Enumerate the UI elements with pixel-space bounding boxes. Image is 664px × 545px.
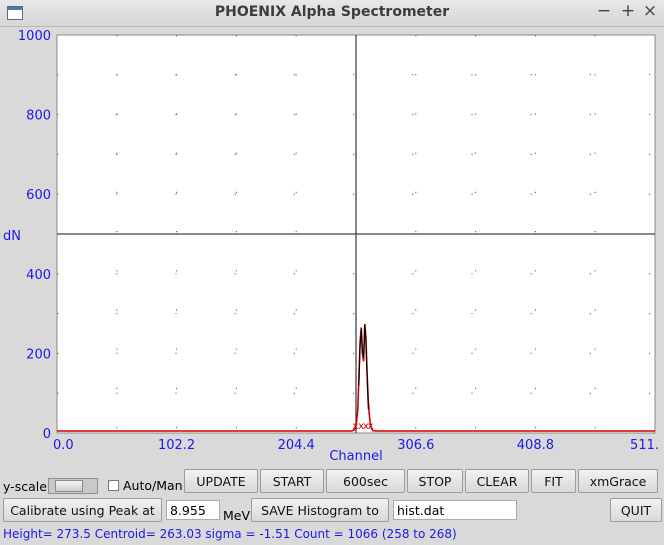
x-tick-label: 511.	[630, 438, 659, 453]
timed-run-button[interactable]: 600sec	[326, 469, 405, 493]
y-tick-label: 1000	[18, 29, 51, 44]
x-axis-label: Channel	[329, 449, 382, 464]
peak-energy-input[interactable]	[166, 500, 220, 520]
y-tick-label: 600	[26, 188, 51, 203]
x-tick-label: 306.6	[397, 438, 434, 453]
quit-button[interactable]: QUIT	[610, 498, 662, 522]
xmgrace-button[interactable]: xmGrace	[578, 469, 658, 493]
close-icon[interactable]: ×	[642, 1, 658, 21]
yscale-label: y-scale	[3, 479, 47, 494]
fit-status-line: Height= 273.5 Centroid= 263.03 sigma = -…	[3, 527, 457, 541]
calibrate-button[interactable]: Calibrate using Peak at	[3, 498, 162, 522]
minimize-icon[interactable]: −	[596, 1, 612, 21]
auto-man-label: Auto/Man	[123, 478, 183, 493]
y-axis-label: dN	[3, 229, 21, 244]
yscale-slider[interactable]	[48, 478, 98, 494]
y-tick-label: 0	[43, 427, 51, 442]
yscale-slider-knob[interactable]	[55, 480, 83, 492]
clear-button[interactable]: CLEAR	[465, 469, 529, 493]
x-tick-label: 102.2	[158, 438, 195, 453]
region-marker: x	[363, 421, 369, 432]
fit-button[interactable]: FIT	[531, 469, 576, 493]
region-marker: x	[352, 421, 358, 432]
y-tick-label: 800	[26, 109, 51, 124]
spectrum-chart[interactable]: 0 200 400 600 800 1000 0.0 102.2 204.4 306.6 408.8…	[0, 0, 664, 467]
y-tick-label: 400	[26, 268, 51, 283]
update-button[interactable]: UPDATE	[184, 469, 258, 493]
title-bar: PHOENIX Alpha Spectrometer − + ×	[0, 0, 664, 27]
filename-input[interactable]	[393, 500, 517, 520]
window-title: PHOENIX Alpha Spectrometer	[214, 4, 450, 20]
x-tick-label: 204.4	[278, 438, 315, 453]
region-marker: x	[368, 421, 374, 432]
spectrum-series-line	[57, 324, 655, 432]
y-tick-label: 200	[26, 347, 51, 362]
mev-unit-label: MeV	[223, 508, 251, 523]
x-tick-label: 408.8	[517, 438, 554, 453]
start-button[interactable]: START	[260, 469, 324, 493]
auto-man-checkbox[interactable]	[108, 480, 119, 491]
x-tick-label: 0.0	[53, 438, 74, 453]
save-histogram-button[interactable]: SAVE Histogram to	[251, 498, 389, 522]
region-marker: x	[358, 421, 364, 432]
maximize-icon[interactable]: +	[620, 1, 636, 21]
stop-button[interactable]: STOP	[407, 469, 463, 493]
app-window-icon[interactable]	[7, 6, 23, 20]
peak-fit-line	[358, 324, 369, 410]
